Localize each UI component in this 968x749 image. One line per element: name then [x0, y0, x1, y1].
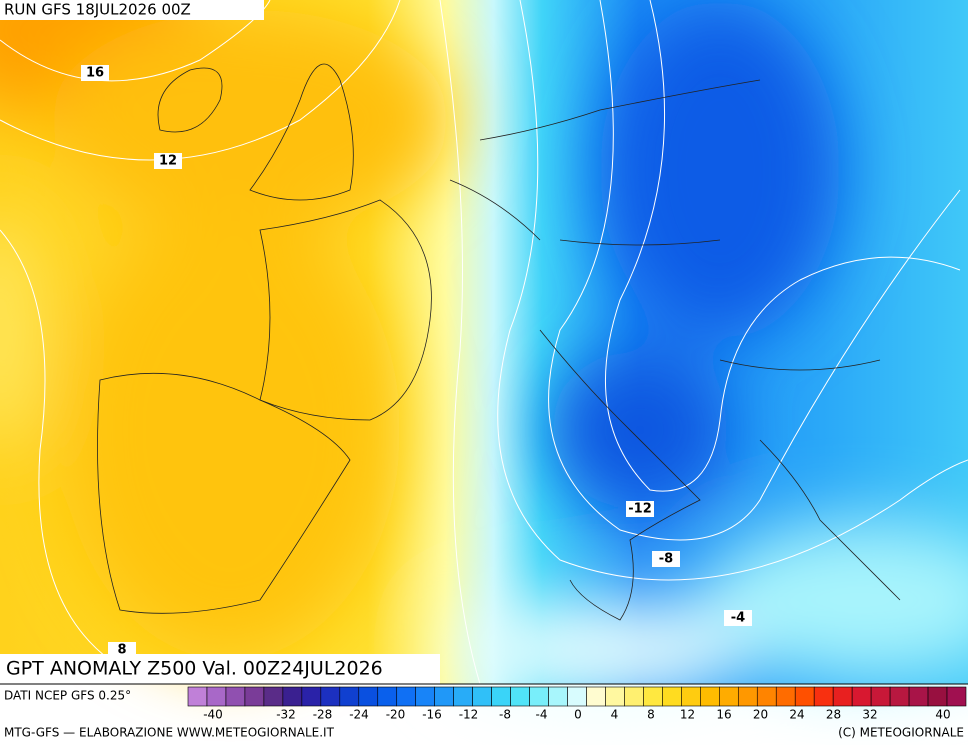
contour-label-box — [81, 65, 109, 81]
colorbar-tick-label: -12 — [459, 708, 479, 722]
colorbar-tick-label: 16 — [716, 708, 731, 722]
contour-label-box — [652, 551, 680, 567]
colorbar-swatch — [605, 686, 625, 707]
colorbar-swatch — [832, 686, 853, 707]
colorbar-swatch — [529, 686, 549, 707]
coastlines — [97, 63, 901, 621]
colorbar-tick-label: 32 — [862, 708, 877, 722]
map-title: GPT ANOMALY Z500 Val. 00Z24JUL2026 — [6, 658, 383, 680]
colorbar-tick-label: 24 — [789, 708, 804, 722]
colorbar-swatch — [719, 686, 739, 707]
colorbar-swatch — [434, 686, 454, 707]
colorbar-swatch — [282, 686, 303, 707]
colorbar-tick-label: -16 — [422, 708, 442, 722]
colorbar-swatch — [396, 686, 417, 707]
colorbar-swatch — [187, 686, 208, 707]
colorbar-swatch — [510, 686, 530, 707]
colorbar-tick-label: -24 — [349, 708, 369, 722]
colorbar-tick-label: 8 — [647, 708, 655, 722]
colorbar-swatch — [851, 686, 872, 707]
colorbar-swatch — [472, 686, 492, 707]
colorbar-swatch — [624, 686, 644, 707]
contour-label: 16 — [86, 66, 104, 81]
contour-labels: 16 12 8 -12 -8 -4 — [81, 65, 752, 658]
colorbar-swatch — [946, 686, 967, 707]
colorbar-swatch — [756, 686, 777, 707]
colorbar-swatch — [681, 686, 701, 707]
colorbar-swatch — [586, 686, 606, 707]
colorbar-swatch — [263, 686, 284, 707]
credit-note: MTG-GFS — ELABORAZIONE WWW.METEOGIORNALE… — [4, 726, 335, 740]
colorbar-swatch — [453, 686, 473, 707]
colorbar-swatch — [870, 686, 891, 707]
colorbar-swatch — [700, 686, 720, 707]
colorbar-tick-label: 28 — [826, 708, 841, 722]
colorbar-tick-label: 40 — [935, 708, 950, 722]
colorbar-swatch — [737, 686, 758, 707]
colorbar-swatch — [775, 686, 796, 707]
colorbar-tick-label: -20 — [386, 708, 406, 722]
colorbar-swatch — [813, 686, 834, 707]
colorbar-swatch — [339, 686, 360, 707]
anomaly-shading — [0, 0, 968, 700]
colorbar-tick-label: 20 — [753, 708, 768, 722]
contour-label: -8 — [659, 552, 673, 567]
colorbar-tick-label: -32 — [276, 708, 296, 722]
colorbar-tick-label: -8 — [499, 708, 511, 722]
contour-lines — [0, 0, 968, 684]
colorbar-swatch — [908, 686, 929, 707]
colorbar-swatch — [320, 686, 341, 707]
contour-label: 12 — [159, 154, 177, 169]
colorbar-swatch — [206, 686, 227, 707]
colorbar: -40 -32 -28 -24 -20 -16 -12 -8 -4 0 4 8 12 16 20 24 28 32… — [187, 686, 967, 722]
colorbar-swatch — [889, 686, 910, 707]
contour-label-box — [154, 153, 182, 169]
run-label-box — [0, 0, 264, 20]
contour-label-box — [724, 610, 752, 626]
colorbar-swatch — [301, 686, 322, 707]
colorbar-tick-label: -40 — [203, 708, 223, 722]
colorbar-swatch — [794, 686, 815, 707]
colorbar-tick-label: -28 — [313, 708, 333, 722]
colorbar-swatch — [358, 686, 379, 707]
contour-label-box — [626, 501, 654, 517]
contour-label-box — [108, 642, 136, 658]
colorbar-swatch — [567, 686, 587, 707]
colorbar-tick-label: 12 — [680, 708, 695, 722]
title-box — [0, 654, 440, 684]
contour-label: -4 — [731, 611, 745, 626]
colorbar-swatch — [662, 686, 682, 707]
colorbar-tick-label: 4 — [611, 708, 619, 722]
colorbar-swatch — [643, 686, 663, 707]
run-label: RUN GFS 18JUL2026 00Z — [4, 1, 191, 19]
copyright-note: (C) METEOGIORNALE — [838, 726, 964, 740]
colorbar-swatch — [225, 686, 246, 707]
colorbar-swatch — [244, 686, 265, 707]
source-note: DATI NCEP GFS 0.25° — [4, 689, 131, 703]
colorbar-tick-label: -4 — [536, 708, 548, 722]
colorbar-swatch — [377, 686, 398, 707]
colorbar-swatch — [491, 686, 511, 707]
colorbar-tick-label: 0 — [574, 708, 582, 722]
contour-label: 8 — [117, 643, 126, 658]
colorbar-swatch — [548, 686, 568, 707]
colorbar-swatch — [415, 686, 435, 707]
contour-label: -12 — [628, 502, 652, 517]
colorbar-swatch — [927, 686, 948, 707]
map — [0, 0, 968, 700]
